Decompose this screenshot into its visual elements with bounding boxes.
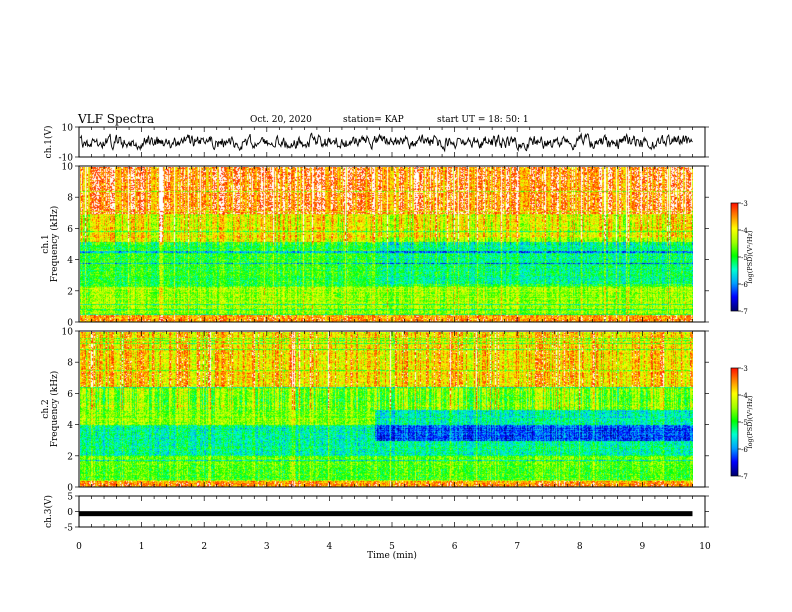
ch3-waveform-y-tick-label: 0 xyxy=(67,508,73,518)
date-label: Oct. 20, 2020 xyxy=(250,115,312,125)
colorbar-tick-label: -3 xyxy=(741,200,748,208)
colorbar-tick-label: -7 xyxy=(741,473,748,481)
ch1-waveform-y-tick-label: -10 xyxy=(59,154,74,164)
colorbar-tick-label: -3 xyxy=(741,365,748,373)
colorbar-tick-label: -6 xyxy=(741,281,748,289)
x-tick-label: 3 xyxy=(264,542,270,552)
ch3-waveform-y-tick-label: -5 xyxy=(64,524,73,534)
ch3-waveform-y-tick-label: 5 xyxy=(67,493,73,503)
x-tick-label: 6 xyxy=(452,542,458,552)
ch2-spectrogram-y-tick-label: 8 xyxy=(67,359,73,369)
colorbar-tick-label: -4 xyxy=(741,227,748,235)
x-tick-label: 10 xyxy=(699,542,711,552)
x-tick-label: 9 xyxy=(640,542,646,552)
ch2-spectrogram-y-tick-label: 4 xyxy=(67,421,73,431)
x-tick-label: 5 xyxy=(389,542,395,552)
colorbar-1-gradient xyxy=(731,203,738,311)
x-tick-label: 0 xyxy=(76,542,82,552)
ch3-waveform-ylabel: ch.3(V) xyxy=(43,495,54,528)
colorbar-tick-label: -6 xyxy=(741,446,748,454)
colorbar-2-gradient xyxy=(731,368,738,476)
ch2-spectrogram-image xyxy=(80,332,693,487)
ch1-waveform-ylabel: ch.1(V) xyxy=(43,126,54,159)
ch1-waveform-line xyxy=(79,132,693,153)
colorbar-label: log(PSD)(V²/Hz) xyxy=(746,395,754,448)
colorbar-tick-label: -4 xyxy=(741,392,748,400)
x-tick-label: 2 xyxy=(201,542,207,552)
ch3-waveform-line xyxy=(79,511,693,517)
ch1-spectrogram-y-tick-label: 6 xyxy=(67,225,73,235)
ch2-channel-label: ch.2 xyxy=(41,399,51,418)
x-tick-label: 7 xyxy=(514,542,520,552)
station-label: station= KAP xyxy=(343,115,404,125)
x-tick-label: 8 xyxy=(577,542,583,552)
ch2-spectrogram-y-tick-label: 0 xyxy=(67,484,73,494)
ch1-spectrogram-y-tick-label: 8 xyxy=(67,194,73,204)
start-time-label: start UT = 18: 50: 1 xyxy=(437,115,529,125)
x-tick-label: 4 xyxy=(327,542,333,552)
colorbar-tick-label: -7 xyxy=(741,308,748,316)
ch2-spectrogram-y-tick-label: 10 xyxy=(62,328,74,338)
ch1-spectrogram-y-tick-label: 10 xyxy=(62,163,74,173)
colorbar-tick-label: -5 xyxy=(741,254,748,262)
ch1-spectrogram-y-tick-label: 4 xyxy=(67,256,73,266)
ch1-waveform-y-tick-label: 10 xyxy=(62,124,74,134)
ch1-spectrogram-ylabel: Frequency (kHz) xyxy=(49,206,60,283)
x-axis-label: Time (min) xyxy=(367,550,417,561)
ch2-spectrogram-y-tick-label: 6 xyxy=(67,390,73,400)
figure-title: VLF Spectra xyxy=(78,112,155,126)
colorbar-label: log(PSD)(V²/Hz) xyxy=(746,230,754,283)
ch1-channel-label: ch.1 xyxy=(41,234,51,253)
ch1-spectrogram-y-tick-label: 2 xyxy=(67,287,73,297)
x-tick-label: 1 xyxy=(139,542,145,552)
ch2-spectrogram-y-tick-label: 2 xyxy=(67,452,73,462)
ch2-spectrogram-ylabel: Frequency (kHz) xyxy=(49,371,60,448)
ch1-spectrogram-y-tick-label: 0 xyxy=(67,319,73,329)
colorbar-tick-label: -5 xyxy=(741,419,748,427)
ch1-spectrogram-image xyxy=(80,167,693,322)
